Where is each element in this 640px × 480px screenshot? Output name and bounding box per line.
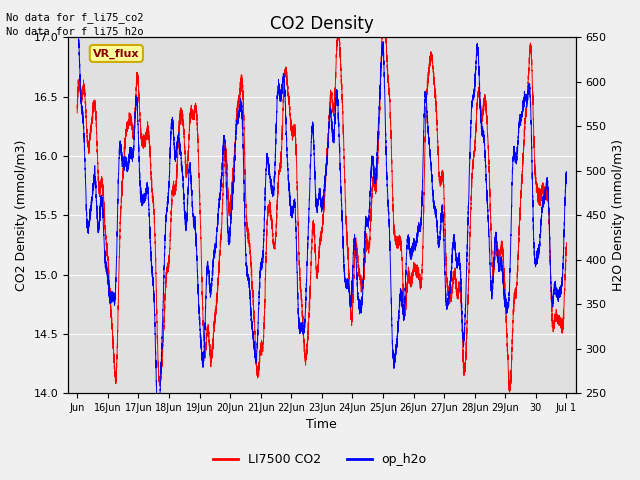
LI7500 CO2 [250,315,258,321]
LI7500 CO2 [563,240,570,246]
op_h2o [462,282,470,288]
Legend: LI7500 CO2, op_h2o: LI7500 CO2, op_h2o [209,448,431,471]
Y-axis label: CO2 Density (mmol/m3): CO2 Density (mmol/m3) [15,140,28,291]
op_h2o [98,195,106,201]
op_h2o [363,216,371,222]
op_h2o [74,16,81,22]
Text: No data for f_li75_h2o: No data for f_li75_h2o [6,26,144,37]
LI7500 CO2 [380,0,388,3]
LI7500 CO2 [462,348,470,354]
Y-axis label: H2O Density (mmol/m3): H2O Density (mmol/m3) [612,139,625,291]
op_h2o [436,237,444,243]
op_h2o [74,22,81,27]
LI7500 CO2 [98,180,106,185]
X-axis label: Time: Time [307,419,337,432]
Title: CO2 Density: CO2 Density [270,15,374,33]
Line: op_h2o: op_h2o [77,19,566,426]
LI7500 CO2 [506,389,513,395]
op_h2o [251,345,259,351]
LI7500 CO2 [74,110,81,116]
op_h2o [384,204,392,210]
LI7500 CO2 [363,245,371,251]
op_h2o [154,423,162,429]
Line: LI7500 CO2: LI7500 CO2 [77,0,566,392]
LI7500 CO2 [384,80,392,85]
Text: No data for f_li75_co2: No data for f_li75_co2 [6,12,144,23]
Text: VR_flux: VR_flux [93,48,140,59]
op_h2o [563,170,570,176]
LI7500 CO2 [436,177,444,183]
